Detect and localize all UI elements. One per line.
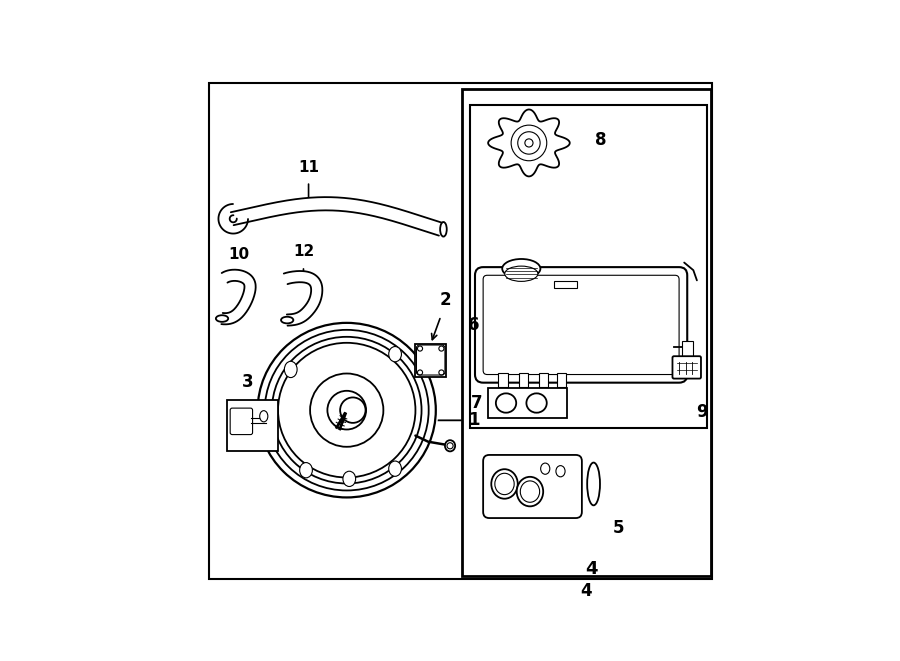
Ellipse shape bbox=[343, 471, 356, 486]
FancyBboxPatch shape bbox=[475, 267, 688, 383]
Ellipse shape bbox=[517, 477, 544, 506]
Bar bbox=[518, 373, 528, 387]
Ellipse shape bbox=[260, 410, 268, 422]
Bar bbox=[471, 104, 707, 428]
Ellipse shape bbox=[300, 463, 312, 478]
FancyBboxPatch shape bbox=[483, 455, 582, 518]
Polygon shape bbox=[488, 110, 570, 176]
FancyBboxPatch shape bbox=[672, 356, 701, 379]
Ellipse shape bbox=[445, 440, 455, 451]
Ellipse shape bbox=[281, 317, 293, 323]
Bar bbox=[227, 400, 278, 451]
Ellipse shape bbox=[505, 266, 538, 282]
Text: 9: 9 bbox=[697, 403, 707, 420]
Bar bbox=[488, 388, 567, 418]
Circle shape bbox=[328, 391, 366, 430]
Bar bbox=[557, 373, 566, 387]
Ellipse shape bbox=[495, 473, 514, 494]
Polygon shape bbox=[221, 270, 256, 325]
Ellipse shape bbox=[496, 393, 517, 412]
Text: 4: 4 bbox=[585, 560, 598, 578]
Polygon shape bbox=[284, 271, 322, 326]
Text: 4: 4 bbox=[580, 582, 592, 600]
Circle shape bbox=[447, 443, 453, 449]
Circle shape bbox=[518, 132, 540, 154]
Ellipse shape bbox=[491, 469, 518, 498]
Ellipse shape bbox=[556, 465, 565, 477]
Circle shape bbox=[255, 319, 438, 502]
Text: 3: 3 bbox=[242, 373, 253, 391]
Bar bbox=[499, 373, 508, 387]
Ellipse shape bbox=[389, 461, 401, 477]
Text: 12: 12 bbox=[292, 245, 314, 260]
Polygon shape bbox=[219, 204, 248, 233]
Ellipse shape bbox=[541, 463, 550, 475]
Text: 6: 6 bbox=[468, 316, 479, 334]
Circle shape bbox=[525, 139, 533, 147]
Ellipse shape bbox=[526, 393, 547, 412]
FancyBboxPatch shape bbox=[230, 408, 253, 434]
Bar bbox=[554, 281, 577, 288]
Text: 5: 5 bbox=[612, 519, 624, 537]
FancyBboxPatch shape bbox=[416, 344, 446, 377]
Bar bbox=[539, 373, 548, 387]
Ellipse shape bbox=[284, 362, 297, 377]
Polygon shape bbox=[230, 197, 443, 235]
Text: 1: 1 bbox=[468, 411, 480, 430]
Ellipse shape bbox=[216, 315, 229, 322]
Text: 8: 8 bbox=[595, 132, 607, 149]
Ellipse shape bbox=[520, 481, 540, 502]
Text: 7: 7 bbox=[471, 394, 482, 412]
Ellipse shape bbox=[389, 346, 401, 362]
Bar bbox=[463, 89, 711, 576]
Text: 11: 11 bbox=[298, 160, 320, 175]
Ellipse shape bbox=[502, 259, 540, 278]
Ellipse shape bbox=[440, 222, 446, 237]
Bar bbox=[681, 342, 693, 367]
Text: 2: 2 bbox=[439, 292, 451, 309]
Ellipse shape bbox=[587, 463, 600, 505]
Text: 10: 10 bbox=[229, 247, 249, 262]
Circle shape bbox=[310, 373, 383, 447]
